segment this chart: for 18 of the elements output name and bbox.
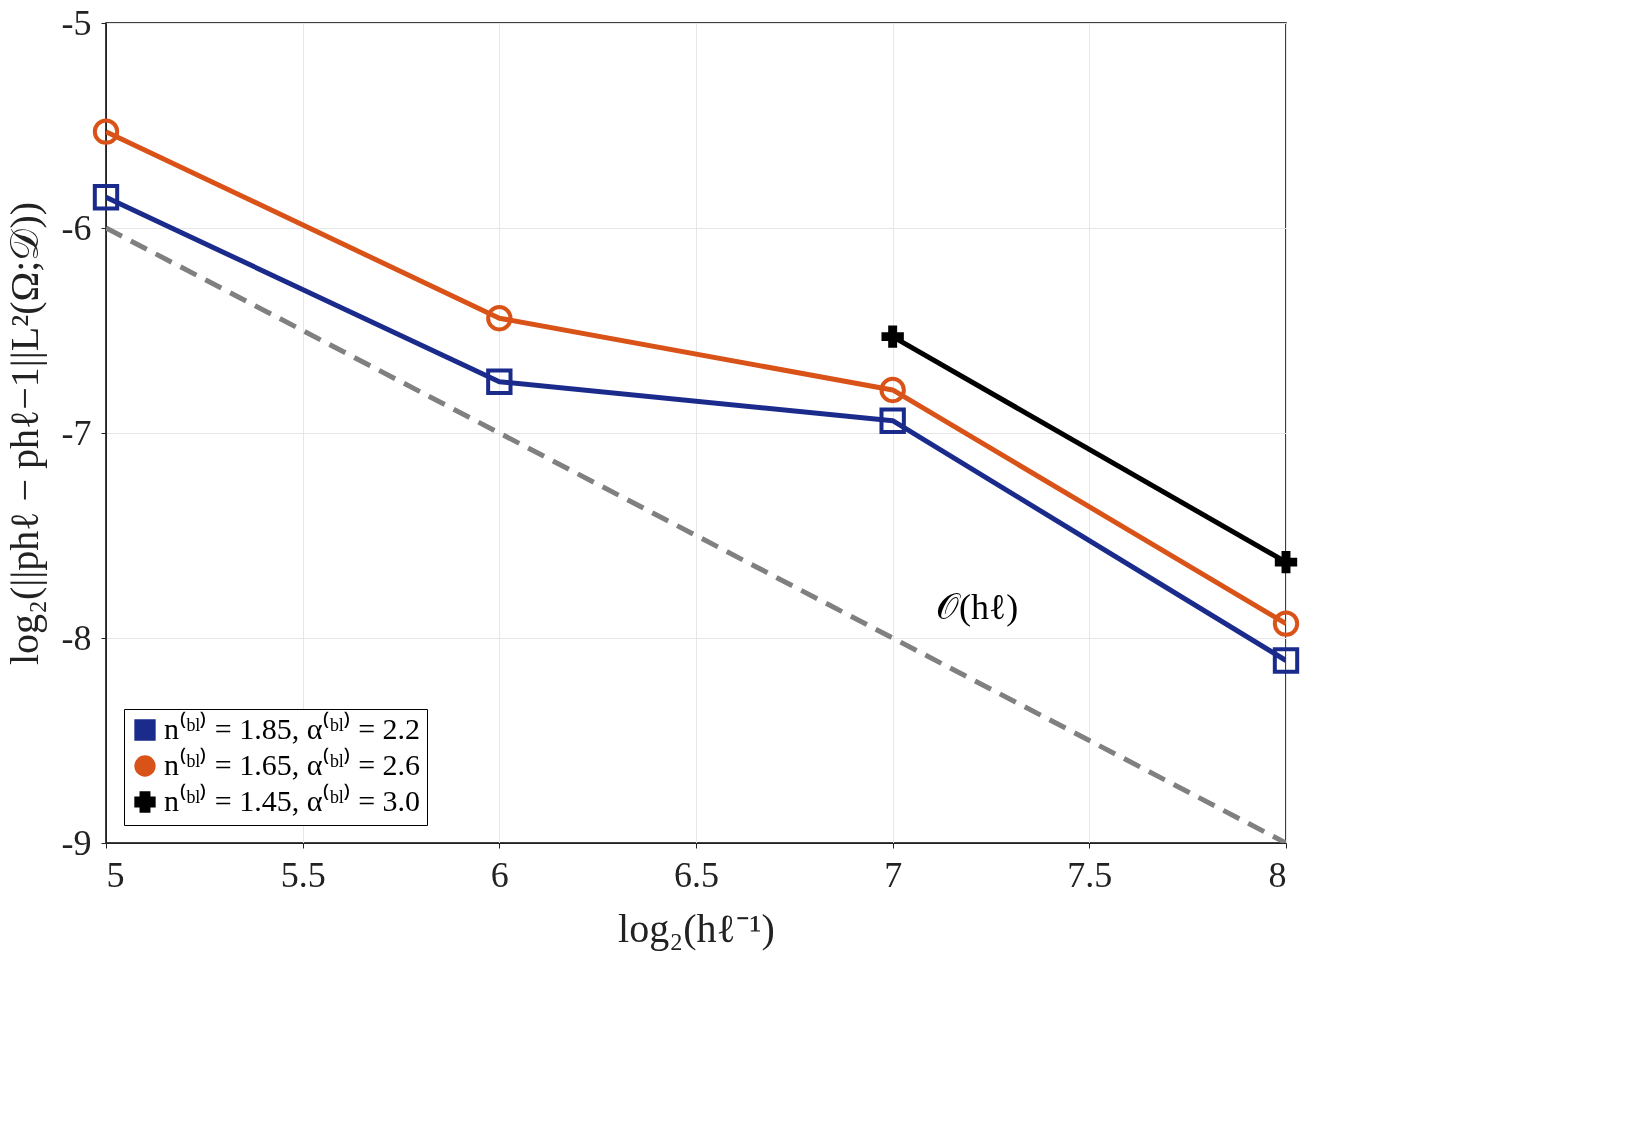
y-tick-label: -5 — [61, 2, 92, 43]
y-tick-label: -9 — [61, 822, 92, 863]
x-tick-label: 5 — [106, 854, 125, 895]
x-tick-label: 8 — [1268, 854, 1287, 895]
y-axis-title: log₂(||phℓ − phℓ−1||L²(Ω;𝒟)) — [1, 201, 47, 666]
legend-label: n⁽ᵇˡ⁾ = 1.65, α⁽ᵇˡ⁾ = 2.6 — [164, 747, 421, 781]
x-tick-label: 7 — [884, 854, 903, 895]
y-tick-label: -7 — [61, 412, 92, 453]
legend-label: n⁽ᵇˡ⁾ = 1.85, α⁽ᵇˡ⁾ = 2.2 — [164, 711, 421, 745]
x-tick-label: 7.5 — [1067, 854, 1113, 895]
x-tick-label: 6 — [490, 854, 509, 895]
x-tick-label: 5.5 — [280, 854, 326, 895]
x-axis-title: log₂(hℓ⁻¹) — [618, 905, 775, 951]
y-tick-label: -8 — [61, 617, 92, 658]
x-tick-label: 6.5 — [674, 854, 719, 895]
y-tick-label: -6 — [61, 207, 92, 248]
legend-label: n⁽ᵇˡ⁾ = 1.45, α⁽ᵇˡ⁾ = 3.0 — [164, 783, 421, 817]
annotation: 𝒪(hℓ) — [936, 587, 1019, 627]
